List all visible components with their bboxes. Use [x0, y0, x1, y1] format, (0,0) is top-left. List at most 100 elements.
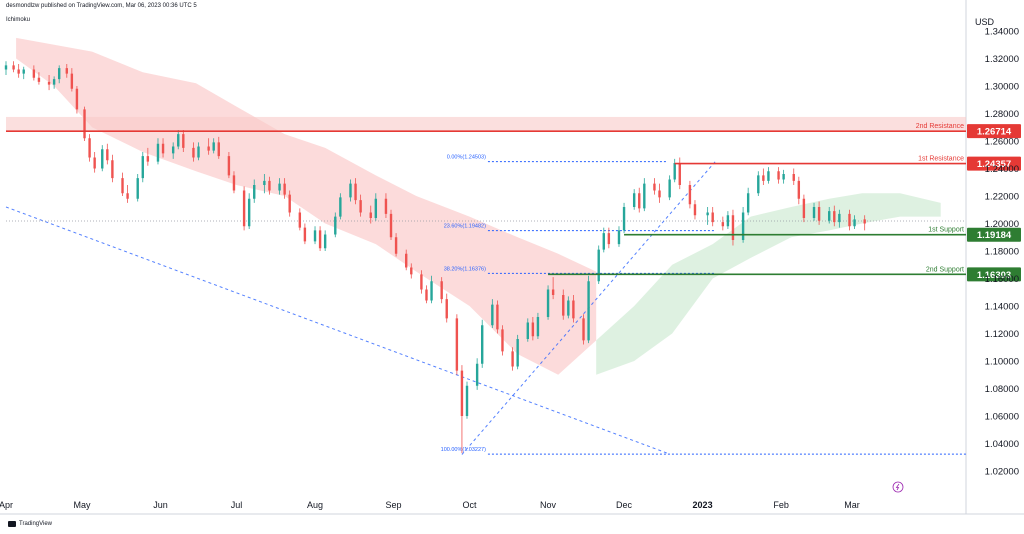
candle-body: [4, 65, 8, 70]
candle-body: [177, 134, 180, 147]
level-name: 2nd Resistance: [916, 123, 964, 130]
candle-body: [22, 69, 25, 74]
candle-body: [268, 180, 271, 191]
candle-body: [88, 138, 91, 158]
y-tick-label: 1.16000: [985, 274, 1019, 285]
candle-body: [57, 68, 61, 80]
candle-body: [384, 198, 388, 214]
y-tick-label: 1.06000: [985, 412, 1019, 423]
candle-body: [410, 267, 413, 275]
publisher-caption: desmondlzw published on TradingView.com,…: [6, 3, 197, 9]
candle-body: [52, 79, 56, 85]
candle-body: [731, 215, 735, 240]
candle-body: [278, 183, 281, 191]
candle-body: [12, 65, 15, 70]
level-name: 1st Support: [928, 227, 964, 234]
candle-body: [632, 193, 636, 207]
tradingview-brand[interactable]: TradingView: [8, 521, 52, 527]
candle-body: [323, 234, 327, 249]
candle-body: [106, 149, 109, 161]
candle-body: [693, 204, 697, 216]
candle-body: [70, 73, 74, 89]
level-badge: [967, 267, 1021, 282]
candle-body: [638, 193, 641, 209]
candle-body: [643, 183, 646, 209]
y-tick-label: 1.18000: [985, 247, 1019, 258]
candle-body: [782, 174, 785, 180]
candle-body: [536, 317, 540, 337]
candle-body: [389, 213, 393, 238]
candle-body: [156, 143, 160, 162]
y-tick-label: 1.26000: [985, 137, 1019, 148]
time-axis[interactable]: Apr May Jun Jul Aug Sep Oct Nov Dec 2023 Feb Mar: [0, 500, 860, 510]
candle-body: [653, 183, 656, 191]
candle-body: [551, 289, 555, 295]
y-tick-label: 1.04000: [985, 439, 1019, 450]
candle-body: [141, 156, 144, 179]
candle-body: [313, 230, 317, 242]
support-resistance-levels[interactable]: 2nd Resistance 1.26714 1st Resistance 1.243…: [6, 123, 1021, 282]
candle-body: [318, 230, 322, 249]
candle-body: [622, 207, 626, 231]
x-tick-label: Aug: [307, 500, 323, 510]
candle-body: [475, 363, 479, 386]
x-tick-label: Dec: [616, 500, 633, 510]
candle-body: [460, 370, 464, 416]
candle-body: [298, 212, 302, 228]
candle-body: [828, 211, 831, 221]
candle-body: [848, 213, 851, 227]
candle-body: [171, 146, 175, 154]
level-name: 1st Resistance: [918, 156, 964, 163]
candle-body: [75, 88, 79, 110]
candle-body: [853, 219, 856, 227]
x-tick-label: May: [73, 500, 91, 510]
fibonacci-retracement[interactable]: 0.00%(1.24503) 23.60%(1.19482) 38.20%(1.16…: [441, 155, 966, 455]
candle-body: [182, 134, 185, 148]
candle-body: [288, 194, 291, 213]
candle-body: [47, 81, 51, 85]
candle-body: [192, 147, 195, 158]
candle-body: [374, 198, 378, 218]
candle-body: [711, 212, 714, 223]
bullish-cloud: [596, 193, 941, 375]
x-tick-label: Nov: [540, 500, 557, 510]
candle-body: [217, 142, 220, 157]
candle-body: [425, 289, 428, 301]
candle-body: [136, 178, 139, 199]
indicator-label[interactable]: Ichimoku: [6, 17, 31, 23]
candle-body: [283, 183, 286, 195]
x-tick-label: Sep: [386, 500, 402, 510]
candle-body: [420, 274, 423, 290]
candle-body: [582, 318, 585, 341]
candle-body: [597, 249, 600, 282]
candle-body: [121, 178, 124, 194]
candle-body: [455, 318, 459, 371]
candle-body: [491, 304, 494, 326]
level-price: 1.24357: [977, 159, 1011, 170]
y-tick-label: 1.20000: [985, 219, 1019, 230]
candle-body: [501, 329, 504, 352]
level-price: 1.26714: [977, 127, 1012, 138]
candle-body: [242, 190, 246, 227]
y-tick-label: 1.24000: [985, 164, 1019, 175]
candle-body: [863, 219, 866, 224]
candle-body: [207, 146, 210, 151]
tradingview-logo-icon: [8, 521, 16, 527]
level-badge: [967, 124, 1021, 139]
fib-label: 0.00%(1.24503): [447, 155, 486, 161]
chart-decor: [892, 481, 904, 493]
candle-body: [511, 351, 514, 367]
currency-label: USD: [975, 17, 995, 27]
candle-body: [465, 385, 469, 416]
lightning-icon: [892, 481, 904, 493]
candle-body: [757, 175, 760, 194]
price-axis[interactable]: 1.34000 1.32000 1.30000 1.28000 1.26000 1.240…: [985, 27, 1019, 478]
candle-body: [17, 69, 20, 74]
y-tick-label: 1.34000: [985, 27, 1019, 38]
candle-body: [303, 227, 307, 242]
chart-grid: [0, 0, 1024, 515]
x-tick-label: Jul: [231, 500, 243, 510]
candle-body: [93, 157, 96, 169]
candle-body: [526, 322, 529, 339]
